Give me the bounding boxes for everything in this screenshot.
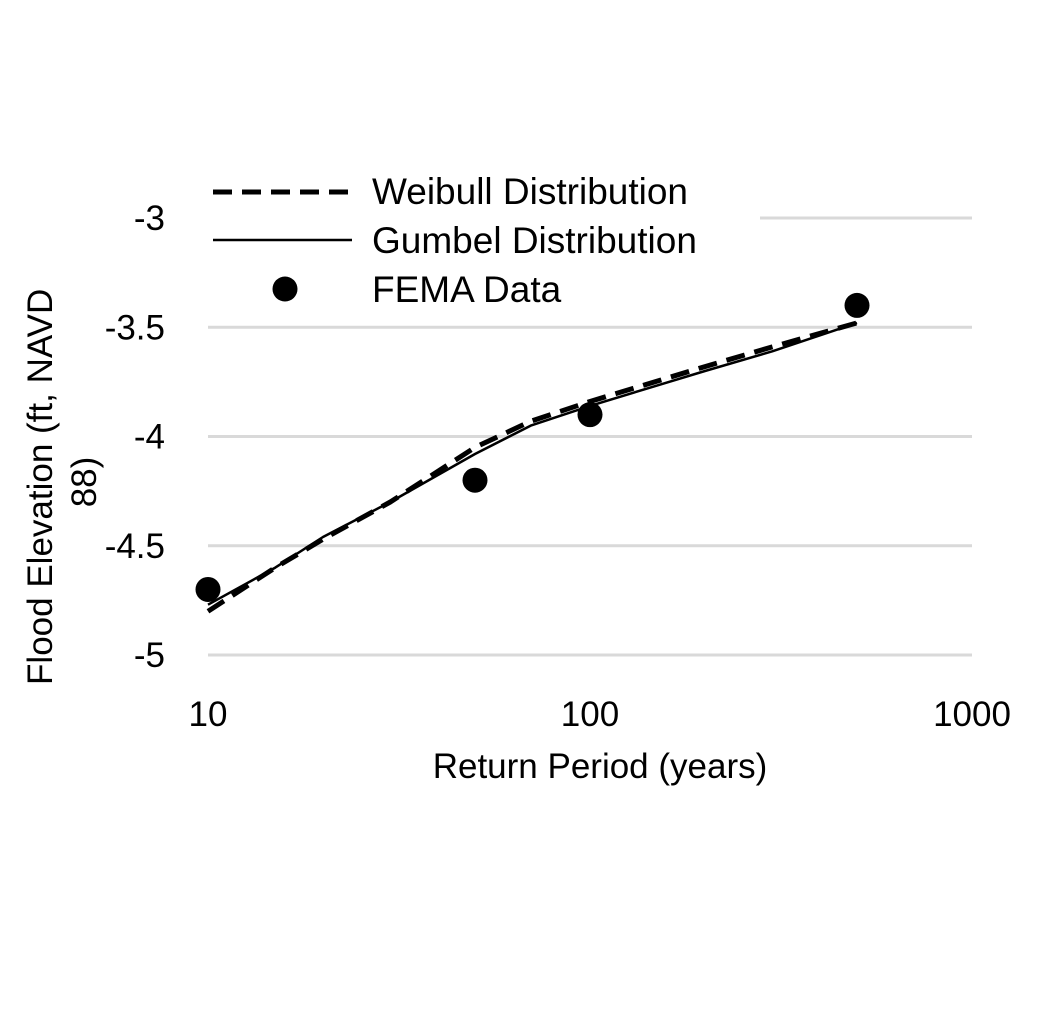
x-tick-label: 10 (189, 695, 228, 734)
data-point-fema-data (462, 467, 488, 493)
x-axis-ticks: 10 100 1000 (189, 695, 1011, 734)
series-line-gumbel-distribution (207, 321, 858, 606)
y-axis-title-line-1: Flood Elevation (ft, NAVD (21, 289, 60, 685)
data-point-fema-data (844, 292, 870, 318)
y-tick-label: -3.5 (105, 308, 165, 347)
y-tick-label: -3 (134, 199, 165, 238)
y-tick-label: -4 (134, 418, 165, 457)
data-point-fema-data (577, 402, 603, 428)
x-axis-title: Return Period (years) (433, 747, 768, 786)
plot-area (195, 292, 870, 614)
y-tick-label: -4.5 (105, 527, 165, 566)
series-line-weibull-distribution (206, 320, 858, 614)
legend-label-gumbel: Gumbel Distribution (372, 220, 697, 261)
y-axis-title-line-2: 88) (65, 457, 104, 508)
legend-label-weibull: Weibull Distribution (372, 171, 688, 212)
y-tick-label: -5 (134, 636, 165, 675)
x-tick-label: 100 (561, 695, 619, 734)
legend: Weibull Distribution Gumbel Distribution… (200, 168, 760, 318)
legend-label-fema: FEMA Data (372, 269, 562, 310)
legend-swatch-fema (272, 276, 298, 302)
data-point-fema-data (195, 576, 221, 602)
y-axis-ticks: -5 -4.5 -4 -3.5 -3 (105, 199, 165, 675)
x-tick-label: 1000 (933, 695, 1011, 734)
y-axis-title: Flood Elevation (ft, NAVD 88) (21, 279, 104, 685)
